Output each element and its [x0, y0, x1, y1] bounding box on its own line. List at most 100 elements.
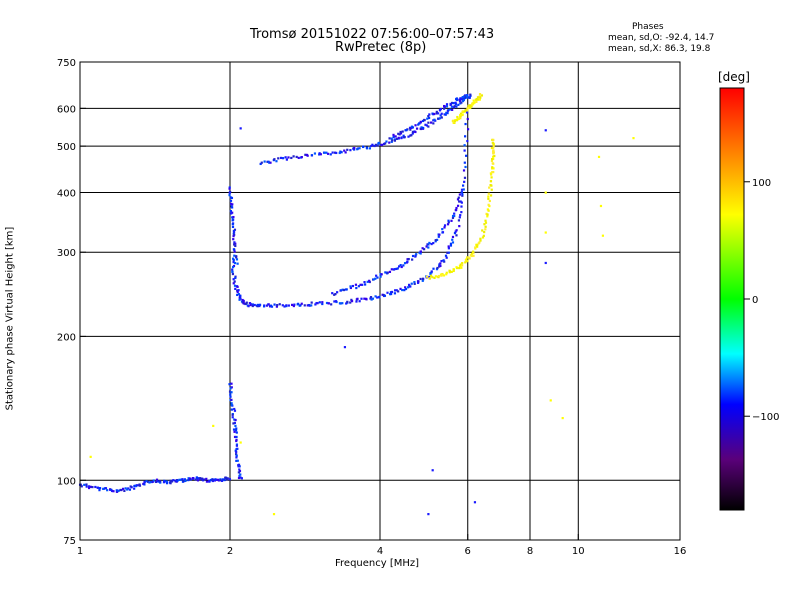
data-point: [110, 489, 114, 493]
data-point: [341, 288, 344, 291]
data-point: [291, 303, 294, 306]
data-point: [465, 94, 468, 97]
data-point: [441, 228, 444, 231]
data-point: [432, 122, 435, 125]
data-point: [458, 116, 462, 119]
data-point: [327, 302, 330, 305]
data-point: [235, 447, 238, 451]
data-point: [229, 387, 232, 390]
data-point: [478, 241, 481, 244]
data-point: [339, 302, 342, 305]
data-point: [476, 98, 480, 101]
data-point: [462, 97, 465, 100]
data-point: [430, 242, 433, 246]
data-point: [403, 262, 407, 265]
data-point: [463, 95, 466, 98]
data-point: [459, 200, 462, 203]
data-point: [458, 216, 461, 219]
data-point: [234, 418, 237, 422]
data-point: [445, 103, 449, 106]
data-point: [443, 106, 446, 109]
data-point: [349, 301, 352, 304]
data-point: [228, 191, 231, 194]
data-point: [299, 304, 302, 307]
data-point: [281, 304, 284, 307]
data-point: [236, 285, 239, 288]
data-point: [235, 435, 238, 439]
data-point: [231, 416, 234, 419]
data-point: [464, 122, 467, 126]
data-point: [237, 289, 240, 292]
data-point: [321, 301, 324, 304]
data-point: [399, 130, 402, 134]
data-point: [350, 298, 353, 301]
data-point: [488, 204, 491, 208]
data-point: [334, 292, 337, 296]
data-point: [292, 155, 295, 158]
data-point: [355, 300, 358, 303]
data-point: [430, 270, 433, 273]
data-point: [390, 292, 393, 296]
data-point: [440, 112, 443, 115]
data-point: [341, 302, 344, 305]
data-point: [458, 266, 461, 270]
data-point: [455, 105, 458, 108]
data-point: [484, 225, 487, 228]
data-point: [446, 251, 449, 254]
data-point: [323, 151, 326, 154]
data-point: [272, 513, 276, 516]
data-point: [462, 98, 465, 102]
data-point: [450, 219, 453, 222]
data-point: [468, 104, 471, 107]
data-point: [232, 230, 236, 234]
data-point: [414, 124, 417, 127]
data-point: [228, 194, 231, 197]
data-point: [354, 283, 358, 286]
data-point: [481, 236, 485, 239]
data-point: [597, 155, 601, 159]
data-point: [461, 113, 464, 116]
data-point: [420, 126, 423, 129]
data-point: [398, 133, 401, 136]
data-point: [398, 265, 401, 268]
data-point: [211, 479, 214, 483]
data-point: [212, 424, 215, 428]
data-point: [331, 292, 334, 295]
data-point: [334, 300, 338, 303]
data-point: [466, 139, 469, 143]
data-point: [135, 484, 139, 487]
data-point: [265, 304, 269, 307]
data-point: [435, 112, 438, 115]
data-point: [394, 135, 397, 138]
data-point: [396, 267, 399, 270]
data-point: [235, 454, 238, 457]
data-point: [281, 157, 285, 160]
data-point: [399, 287, 402, 290]
data-point: [483, 230, 486, 234]
data-point: [461, 96, 464, 99]
data-point: [379, 273, 382, 276]
data-point: [342, 288, 345, 292]
data-point: [374, 277, 377, 280]
data-point: [462, 188, 465, 191]
data-point: [330, 303, 333, 306]
data-point: [459, 112, 463, 115]
data-point: [462, 169, 466, 172]
data-point: [427, 243, 430, 246]
data-point: [230, 196, 234, 200]
data-point: [599, 204, 603, 208]
data-point: [411, 258, 414, 261]
data-point: [235, 438, 238, 442]
data-point: [405, 129, 408, 132]
data-point: [415, 127, 419, 130]
data-point: [414, 130, 417, 134]
data-point: [438, 233, 441, 236]
data-point: [391, 139, 394, 142]
data-point: [231, 225, 235, 229]
grid-lines: [80, 62, 680, 540]
data-point: [228, 186, 231, 189]
data-point: [263, 160, 266, 163]
data-point: [407, 257, 410, 261]
data-point: [460, 201, 463, 204]
